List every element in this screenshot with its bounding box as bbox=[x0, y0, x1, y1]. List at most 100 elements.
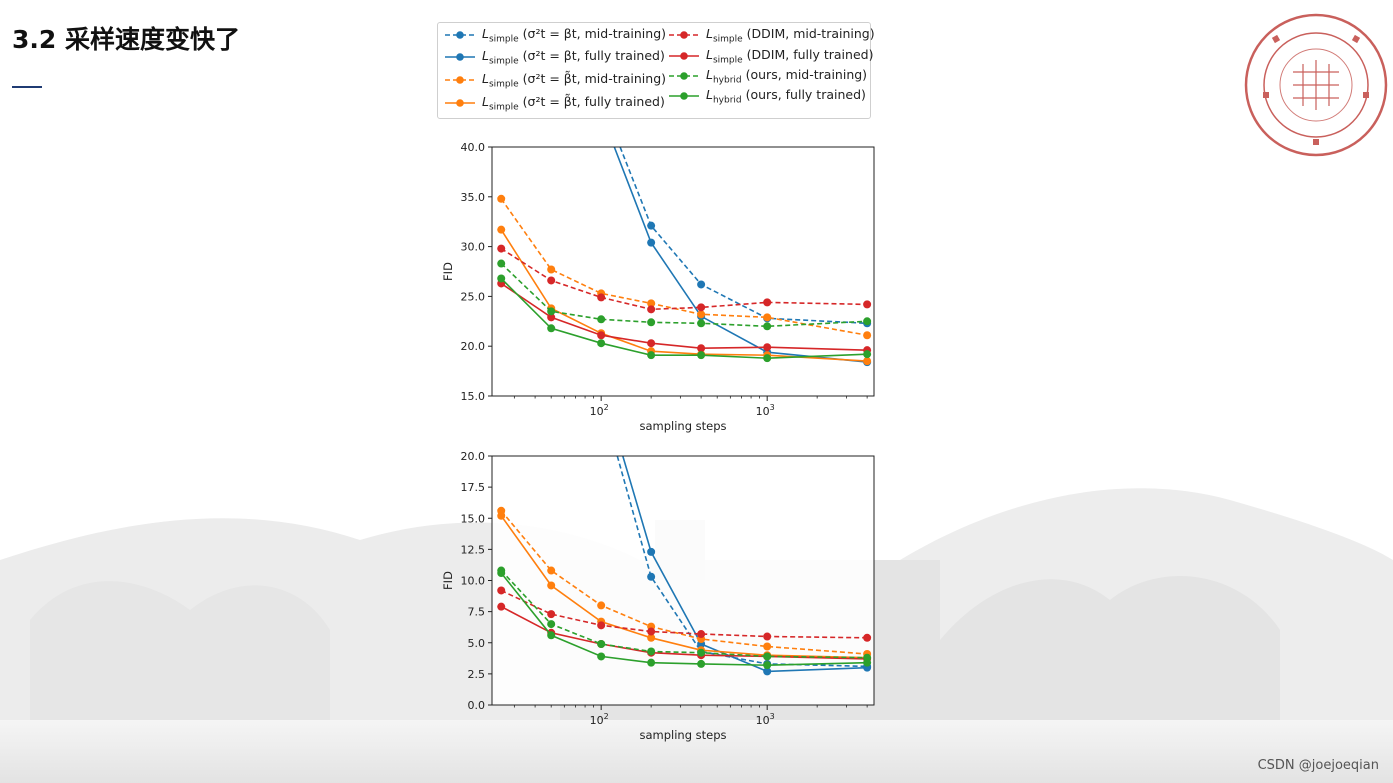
x-tick-label: 103 bbox=[756, 712, 775, 727]
university-seal-icon bbox=[1244, 13, 1388, 157]
data-point bbox=[597, 331, 606, 340]
x-tick-base: 10 bbox=[590, 405, 604, 418]
data-point bbox=[863, 658, 872, 667]
data-point bbox=[647, 647, 656, 656]
y-tick-label: 12.5 bbox=[461, 543, 486, 556]
data-point bbox=[497, 274, 506, 283]
data-point bbox=[597, 339, 606, 348]
legend-label-subscript: hybrid bbox=[712, 75, 742, 86]
data-point bbox=[647, 339, 656, 348]
data-point bbox=[547, 631, 556, 640]
data-point bbox=[697, 280, 706, 289]
data-point bbox=[763, 343, 772, 352]
legend-label-text: (DDIM, fully trained) bbox=[742, 46, 874, 62]
data-point bbox=[547, 610, 556, 619]
legend-swatch-3 bbox=[445, 99, 475, 107]
legend-label-base: L bbox=[706, 46, 713, 62]
title-underline bbox=[12, 86, 42, 88]
data-point bbox=[547, 313, 556, 322]
legend-item-0: Lsimple (σ²t = βt, mid-training) bbox=[444, 25, 666, 45]
data-point bbox=[697, 319, 706, 328]
data-point bbox=[497, 259, 506, 268]
legend-label-6: Lhybrid (ours, mid-training) bbox=[706, 67, 867, 86]
legend-item-5: Lsimple (DDIM, fully trained) bbox=[668, 46, 873, 66]
slide-title: 3.2 采样速度变快了 bbox=[12, 25, 240, 54]
legend-label-base: L bbox=[482, 70, 489, 86]
data-point bbox=[697, 310, 706, 319]
data-point bbox=[763, 642, 772, 651]
chart-legend: Lsimple (σ²t = βt, mid-training) Lsimple … bbox=[437, 22, 875, 119]
data-point bbox=[597, 621, 606, 630]
plot-frame bbox=[491, 146, 875, 397]
plot-area bbox=[492, 456, 874, 705]
x-tick-exponent: 2 bbox=[604, 403, 609, 412]
legend-label-base: L bbox=[482, 47, 489, 63]
legend-label-base: L bbox=[482, 93, 489, 109]
data-point bbox=[497, 602, 506, 611]
legend-swatch-7 bbox=[669, 92, 699, 100]
data-point bbox=[597, 652, 606, 661]
data-point bbox=[547, 581, 556, 590]
y-tick-label: 30.0 bbox=[461, 241, 486, 254]
legend-label-subscript: simple bbox=[488, 56, 519, 67]
data-point bbox=[597, 601, 606, 610]
x-tick-exponent: 3 bbox=[770, 712, 775, 721]
legend-swatch-5 bbox=[669, 52, 699, 60]
data-point bbox=[647, 305, 656, 314]
legend-label-subscript: hybrid bbox=[712, 95, 742, 106]
x-tick-exponent: 3 bbox=[770, 403, 775, 412]
x-tick-base: 10 bbox=[590, 714, 604, 727]
data-point bbox=[547, 620, 556, 629]
legend-item-6: Lhybrid (ours, mid-training) bbox=[668, 66, 867, 86]
data-point bbox=[497, 194, 506, 203]
y-tick-label: 35.0 bbox=[461, 191, 486, 204]
data-point bbox=[647, 547, 656, 556]
y-tick-label: 25.0 bbox=[461, 290, 486, 303]
legend-label-2: Lsimple (σ²t = β̃t, mid-training) bbox=[482, 71, 666, 90]
legend-label-0: Lsimple (σ²t = βt, mid-training) bbox=[482, 26, 666, 45]
data-point bbox=[763, 632, 772, 641]
y-tick-label: 17.5 bbox=[461, 481, 486, 494]
data-point bbox=[763, 298, 772, 307]
data-point bbox=[497, 569, 506, 578]
x-tick-base: 10 bbox=[756, 714, 770, 727]
legend-label-text: (ours, fully trained) bbox=[741, 86, 866, 102]
data-point bbox=[647, 351, 656, 360]
legend-label-text: (ours, mid-training) bbox=[741, 66, 868, 82]
legend-item-4: Lsimple (DDIM, mid-training) bbox=[668, 25, 875, 45]
data-point bbox=[597, 639, 606, 648]
x-tick-exponent: 2 bbox=[604, 712, 609, 721]
legend-swatch-1 bbox=[445, 53, 475, 61]
plot-frame bbox=[491, 455, 875, 706]
legend-label-base: L bbox=[706, 66, 713, 82]
series-group bbox=[497, 147, 872, 367]
y-tick-label: 20.0 bbox=[461, 450, 486, 463]
x-tick-label: 102 bbox=[590, 403, 609, 418]
data-point bbox=[863, 317, 872, 326]
y-tick-label: 10.0 bbox=[461, 575, 486, 588]
data-point bbox=[863, 357, 872, 366]
legend-label-subscript: simple bbox=[488, 79, 519, 90]
legend-item-1: Lsimple (σ²t = βt, fully trained) bbox=[444, 47, 665, 67]
legend-label-subscript: simple bbox=[488, 34, 519, 45]
legend-item-2: Lsimple (σ²t = β̃t, mid-training) bbox=[444, 70, 666, 90]
data-point bbox=[547, 276, 556, 285]
data-point bbox=[647, 572, 656, 581]
data-point bbox=[763, 313, 772, 322]
y-tick-label: 5.0 bbox=[468, 637, 486, 650]
legend-label-subscript: simple bbox=[712, 55, 743, 66]
data-point bbox=[597, 315, 606, 324]
data-point bbox=[497, 586, 506, 595]
legend-label-text: (σ²t = β̃t, mid-training) bbox=[518, 70, 667, 86]
data-point bbox=[647, 627, 656, 636]
legend-label-7: Lhybrid (ours, fully trained) bbox=[706, 87, 866, 106]
y-tick-label: 15.0 bbox=[461, 512, 486, 525]
data-point bbox=[647, 633, 656, 642]
y-tick-label: 0.0 bbox=[468, 699, 486, 712]
x-tick-label: 102 bbox=[590, 712, 609, 727]
data-point bbox=[647, 221, 656, 230]
data-point bbox=[547, 307, 556, 316]
legend-label-1: Lsimple (σ²t = βt, fully trained) bbox=[482, 48, 665, 67]
data-point bbox=[647, 238, 656, 247]
